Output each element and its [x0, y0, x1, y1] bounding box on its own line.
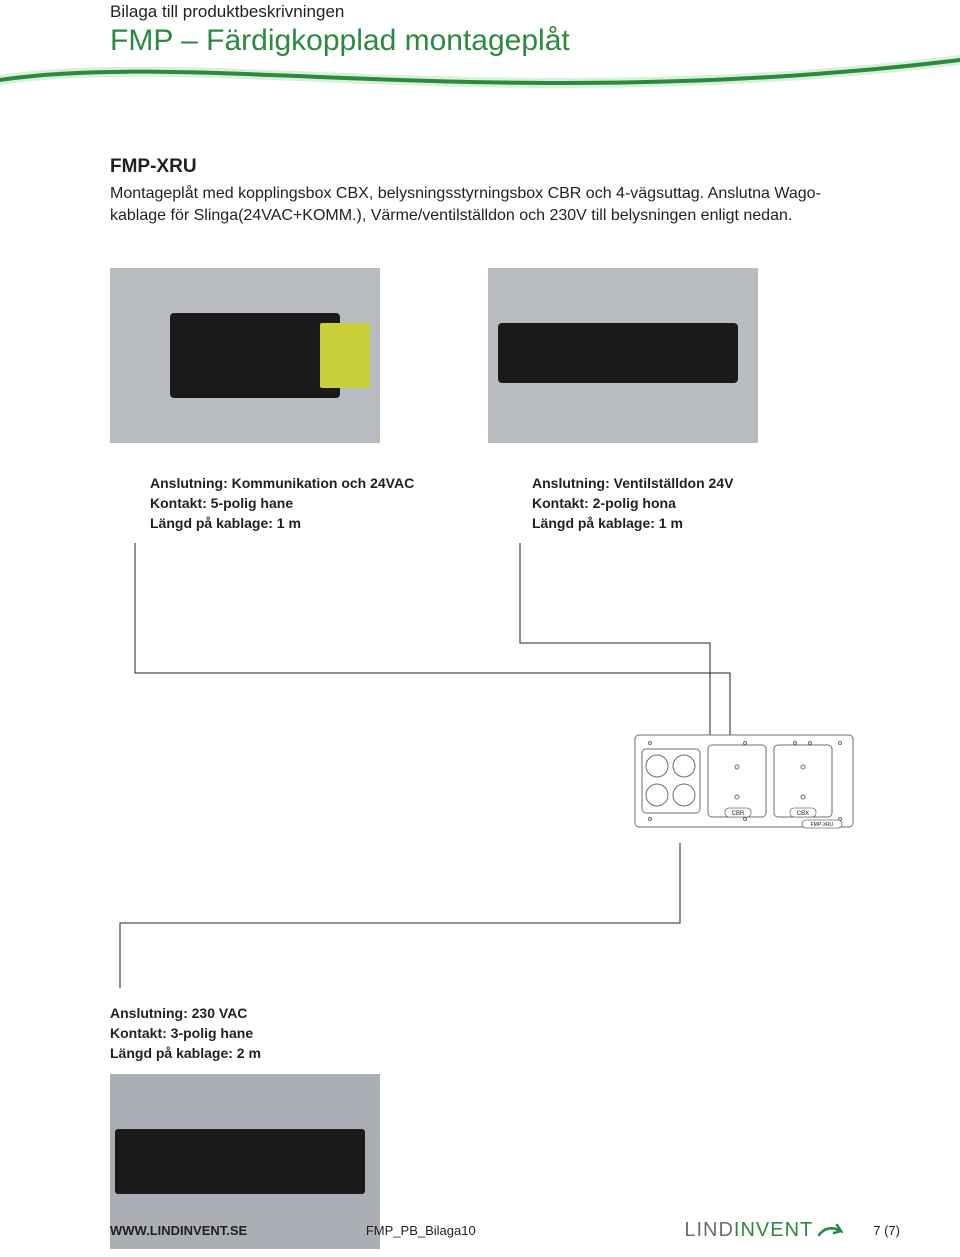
logo-arrow-icon	[817, 1223, 843, 1239]
svg-text:CBR: CBR	[732, 811, 745, 817]
footer-page-number: 7 (7)	[873, 1223, 900, 1238]
callout-line: Längd på kablage: 1 m	[150, 513, 414, 533]
callout-communication: Anslutning: Kommunikation och 24VAC Kont…	[150, 473, 414, 534]
section-title: FMP-XRU	[110, 156, 860, 178]
svg-text:FMP-XRU: FMP-XRU	[811, 822, 834, 828]
header-title: FMP – Färdigkopplad montageplåt	[110, 24, 860, 58]
device-diagram: CBR CBX FMP-XRU	[630, 723, 860, 838]
logo-text-grey: LIND	[684, 1219, 734, 1242]
photo-connector-5pole	[110, 268, 380, 443]
footer-url: WWW.LINDINVENT.SE	[110, 1223, 247, 1238]
svg-text:CBX: CBX	[797, 811, 809, 817]
callout-230vac: Anslutning: 230 VAC Kontakt: 3-polig han…	[110, 1003, 860, 1064]
footer-docid: FMP_PB_Bilaga10	[366, 1223, 476, 1238]
photo-connector-2pole	[488, 268, 758, 443]
footer-logo: LINDINVENT	[684, 1219, 843, 1242]
callout-line: Anslutning: 230 VAC	[110, 1003, 860, 1023]
callout-line: Kontakt: 3-polig hane	[110, 1023, 860, 1043]
callout-line: Anslutning: Ventilställdon 24V	[532, 473, 733, 493]
callout-line: Längd på kablage: 1 m	[532, 513, 733, 533]
callout-line: Anslutning: Kommunikation och 24VAC	[150, 473, 414, 493]
section-body: Montageplåt med kopplingsbox CBX, belysn…	[110, 183, 860, 228]
callout-ventil: Anslutning: Ventilställdon 24V Kontakt: …	[532, 473, 733, 534]
callout-line: Kontakt: 5-polig hane	[150, 493, 414, 513]
header-overline: Bilaga till produktbeskrivningen	[110, 0, 860, 22]
callout-line: Kontakt: 2-polig hona	[532, 493, 733, 513]
callout-line: Längd på kablage: 2 m	[110, 1043, 860, 1063]
logo-text-green: INVENT	[734, 1219, 813, 1242]
